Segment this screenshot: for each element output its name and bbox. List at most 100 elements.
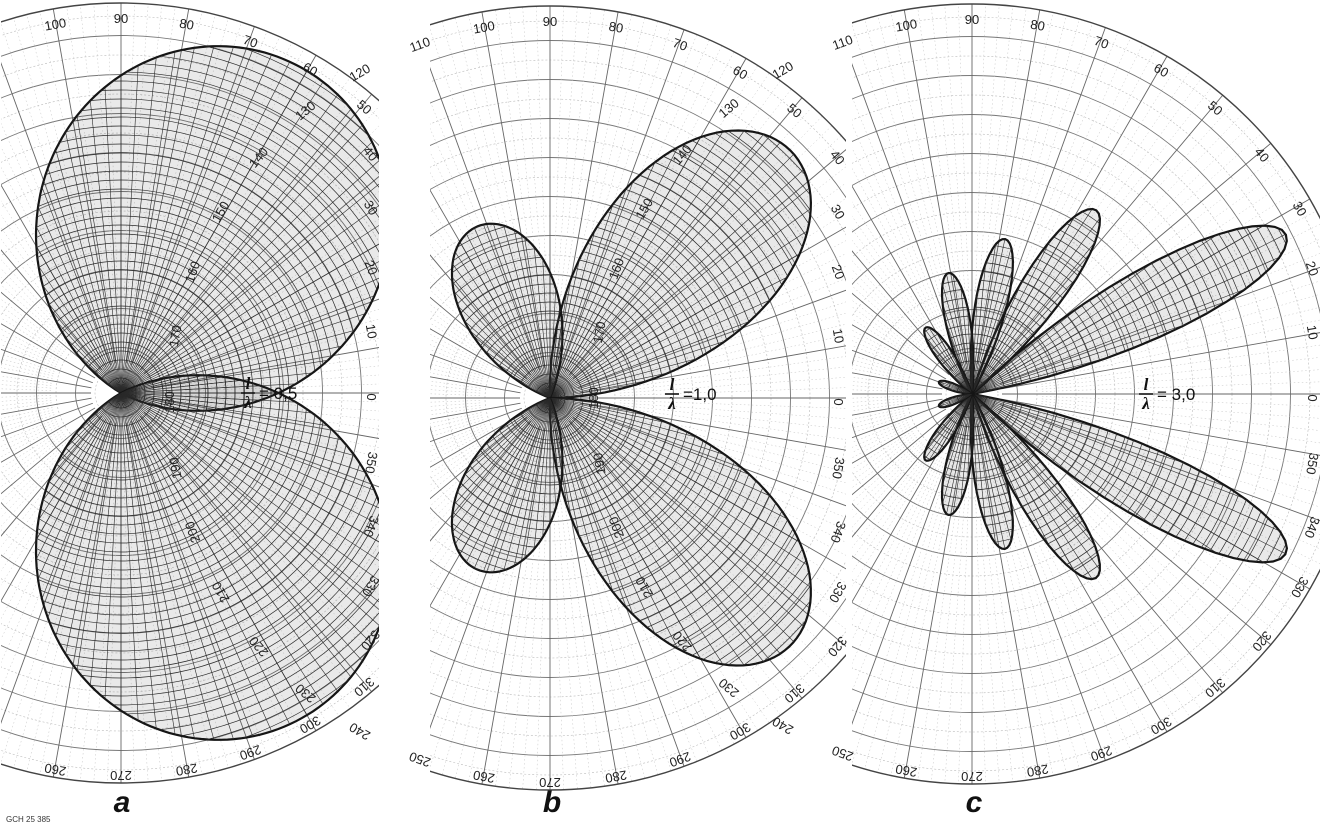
grid-spoke (976, 4, 1000, 325)
grid-spoke (1, 163, 65, 353)
grid-spoke (430, 145, 528, 380)
grid-spoke (554, 427, 619, 785)
angle-tick-110: 110 (408, 34, 433, 55)
grid-spoke (1, 431, 64, 612)
angle-tick-350: 350 (829, 456, 848, 480)
grid-spoke (1, 221, 59, 363)
grid-spoke (1, 209, 60, 361)
ratio-numerator: l (670, 375, 675, 394)
grid-spoke (1, 121, 71, 345)
grid-spoke (852, 398, 943, 463)
grid-spoke (990, 416, 1224, 694)
grid-spoke (559, 29, 685, 370)
grid-spoke (430, 329, 521, 394)
grid-spoke (495, 9, 541, 329)
grid-spoke (877, 15, 956, 327)
grid-spoke (852, 422, 909, 553)
polar-panel-c: 0102030405060708090100110120130140150160… (586, 3, 1321, 819)
grid-spoke (852, 445, 926, 684)
grid-spoke (1000, 403, 1320, 528)
grid-spoke (852, 94, 954, 372)
grid-spoke (1040, 312, 1320, 380)
grid-spoke (852, 222, 910, 364)
grid-spoke (1, 26, 112, 365)
grid-spoke (566, 465, 646, 779)
grid-spoke (1, 415, 103, 693)
grid-spoke (1, 197, 96, 379)
grid-spoke (1, 414, 55, 514)
grid-spoke (852, 449, 930, 702)
grid-spoke (430, 462, 525, 762)
grid-spoke (430, 34, 525, 334)
angle-tick-20: 20 (829, 262, 848, 281)
grid-spoke (619, 370, 846, 394)
ratio-label: lλ = 0,5 (241, 374, 297, 412)
grid-spoke (430, 402, 521, 467)
grid-spoke (430, 45, 520, 336)
grid-spoke (852, 49, 940, 333)
grid-spoke (1, 112, 73, 343)
grid-spoke (430, 426, 541, 767)
grid-spoke (1, 441, 71, 665)
grid-spoke (52, 422, 117, 778)
grid-spoke (1001, 398, 1320, 463)
angle-tick-270: 270 (110, 768, 132, 783)
grid-spoke (903, 423, 968, 779)
grid-spoke (616, 419, 846, 520)
grid-spoke (569, 465, 659, 775)
ratio-denominator: λ (1141, 394, 1150, 413)
grid-spoke (441, 21, 531, 331)
angle-tick-240: 240 (347, 720, 373, 744)
grid-spoke (852, 299, 905, 378)
grid-spoke (430, 97, 532, 376)
angle-tick-280: 280 (604, 767, 628, 786)
angle-tick-260: 260 (472, 767, 496, 786)
grid-spoke (852, 416, 954, 694)
angle-tick-60: 60 (1151, 60, 1171, 80)
grid-spoke (619, 400, 846, 412)
grid-spoke (430, 407, 522, 533)
angle-tick-300: 300 (1148, 714, 1174, 738)
grid-spoke (958, 4, 970, 325)
grid-spoke (1, 174, 64, 355)
grid-spoke (430, 416, 528, 651)
grid-spoke (852, 43, 942, 332)
angle-tick-10: 10 (363, 323, 380, 340)
grid-spoke (430, 412, 525, 595)
grid-spoke (852, 37, 944, 331)
grid-spoke (852, 456, 942, 745)
angle-tick-0: 0 (1305, 394, 1320, 401)
grid-spoke (976, 9, 1041, 365)
angle-tick-120: 120 (770, 58, 796, 82)
grid-spoke (981, 27, 1106, 366)
grid-spoke (852, 458, 947, 756)
grid-spoke (997, 458, 1119, 756)
grid-spoke (1, 421, 58, 552)
grid-spoke (150, 397, 379, 462)
grid-spoke (564, 466, 632, 782)
angle-tick-290: 290 (1089, 743, 1115, 765)
grid-spoke (976, 463, 1000, 784)
grid-spoke (1, 423, 59, 565)
ratio-numerator: l (246, 374, 251, 393)
grid-spoke (430, 201, 525, 384)
grid-spoke (150, 324, 379, 389)
angle-tick-70: 70 (671, 35, 690, 54)
grid-spoke (572, 416, 846, 651)
grid-spoke (568, 420, 803, 699)
grid-spoke (554, 6, 578, 329)
grid-spoke (852, 175, 915, 356)
grid-spoke (579, 402, 846, 467)
ratio-label: lλ = 3,0 (1139, 375, 1195, 413)
grid-spoke (852, 187, 913, 358)
grid-spoke (1, 131, 70, 347)
grid-spoke (852, 78, 932, 338)
ratio-value: = 3,0 (1157, 385, 1195, 404)
grid-spoke (1, 418, 57, 540)
angle-tick-80: 80 (178, 16, 195, 33)
grid-spoke (619, 402, 846, 426)
angle-tick-200: 200 (606, 515, 628, 541)
grid-spoke (557, 8, 592, 329)
grid-spoke (1, 425, 60, 577)
panel-label-b: b (543, 786, 561, 819)
